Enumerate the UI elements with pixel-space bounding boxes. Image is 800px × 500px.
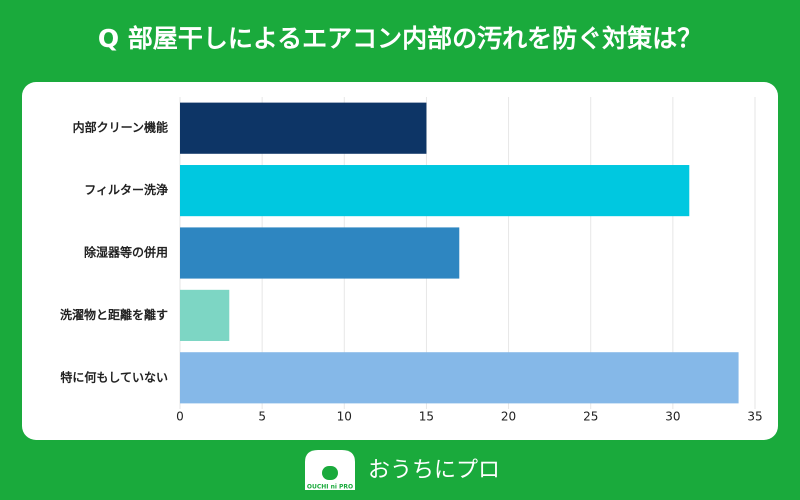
- plot-area: 0 5 10 15 20 25 30 35 内部クリーン機能フィルター洗浄除湿器等の併用洗濯物と…: [60, 97, 763, 424]
- bar: [180, 165, 690, 217]
- x-tick-label: 15: [419, 410, 434, 424]
- logo-door: [322, 466, 338, 480]
- x-tick-label: 0: [176, 410, 184, 424]
- x-tick-label: 20: [501, 410, 516, 424]
- y-tick-label: フィルター洗浄: [84, 182, 168, 197]
- bar: [180, 102, 427, 154]
- bar: [180, 352, 739, 404]
- x-tick-label: 25: [583, 410, 598, 424]
- bar: [180, 289, 230, 341]
- brand-name: おうちにプロ: [368, 458, 500, 483]
- bar: [180, 227, 460, 279]
- x-tick-label: 5: [258, 410, 266, 424]
- y-tick-label: 内部クリーン機能: [73, 120, 168, 135]
- chart-title: Q 部屋干しによるエアコン内部の汚れを防ぐ対策は？: [98, 24, 702, 53]
- y-tick-label: 除湿器等の併用: [84, 245, 168, 260]
- logo: OUCHI ni PRO おうちにプロ: [305, 450, 500, 491]
- logo-text: OUCHI ni PRO: [307, 484, 353, 491]
- x-tick-label: 35: [747, 410, 762, 424]
- x-tick-label: 10: [337, 410, 352, 424]
- x-tick-label: 30: [665, 410, 680, 424]
- y-tick-label: 洗濯物と距離を離す: [60, 307, 168, 322]
- y-tick-label: 特に何もしていない: [60, 369, 168, 384]
